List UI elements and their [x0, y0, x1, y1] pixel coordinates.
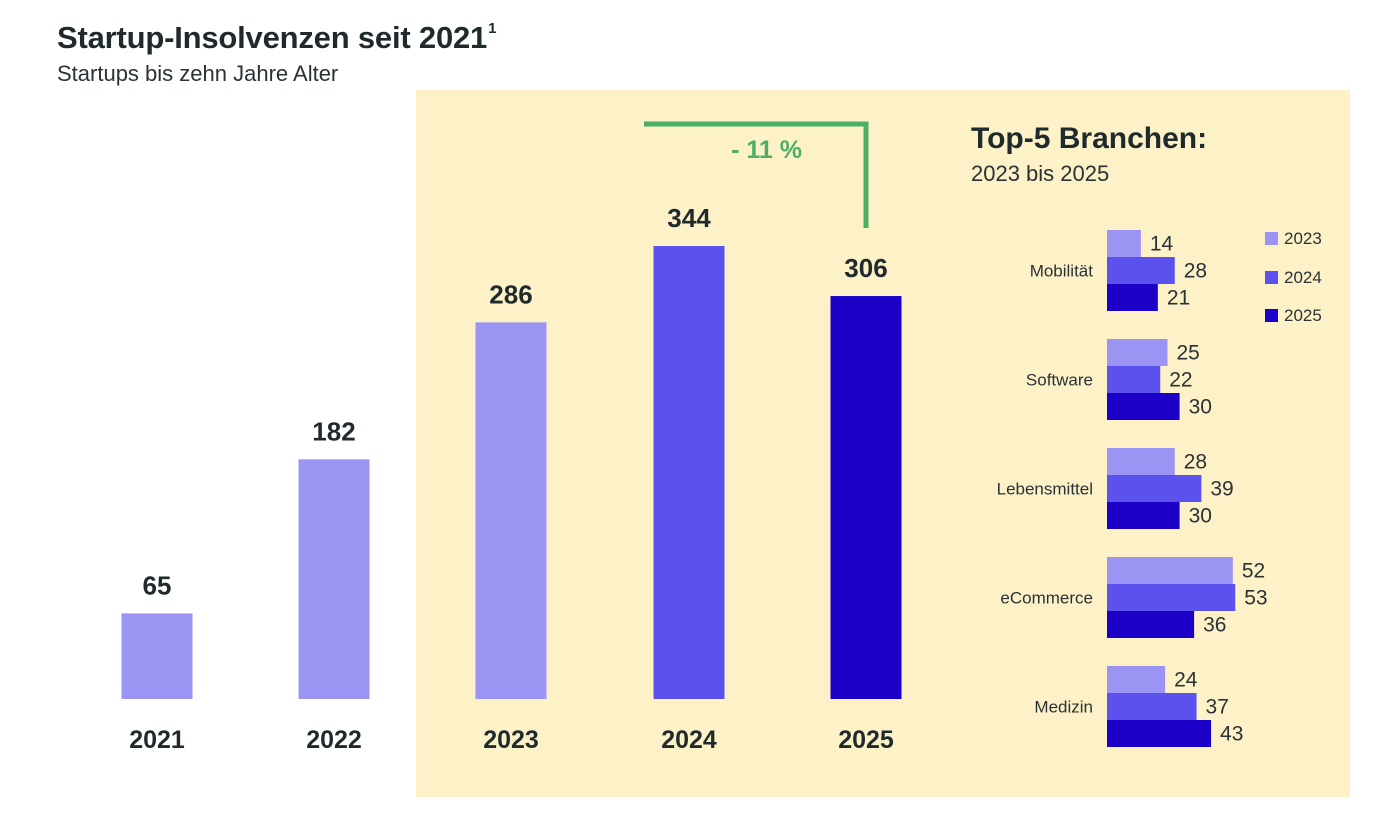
- hbar-software-2023: [1107, 339, 1168, 366]
- bar-2025: [830, 296, 902, 699]
- top5-legend: 2023 2024 2025: [1265, 229, 1322, 325]
- x-tick-2021: 2021: [129, 726, 185, 754]
- bar-value-2022: 182: [312, 416, 355, 446]
- hbar-value-medizin-2024: 37: [1206, 696, 1229, 719]
- title-footnote-marker: 1: [488, 19, 497, 37]
- bar-2021: [121, 613, 193, 699]
- hbar-mobilit-t-2024: [1107, 257, 1175, 284]
- hbar-value-mobilit-t-2025: 21: [1167, 287, 1190, 310]
- legend-swatch-2023: [1265, 232, 1278, 245]
- chart-title-text: Startup-Insolvenzen seit 2021: [57, 20, 488, 55]
- category-label-software: Software: [1026, 371, 1093, 390]
- hbar-value-medizin-2025: 43: [1220, 723, 1243, 746]
- change-annotation: - 11 %: [644, 121, 869, 229]
- hbar-value-software-2023: 25: [1177, 342, 1200, 365]
- hbar-value-mobilit-t-2024: 28: [1184, 260, 1207, 283]
- chart-subtitle: Startups bis zehn Jahre Alter: [57, 61, 339, 86]
- main-bar-chart: 65 2021 182 2022 286 2023 344 2024 306 2025: [121, 203, 902, 754]
- category-label-mobilit-t: Mobilität: [1030, 262, 1094, 281]
- legend-label-2023: 2023: [1284, 229, 1322, 248]
- x-tick-2025: 2025: [838, 726, 894, 754]
- category-label-lebensmittel: Lebensmittel: [997, 480, 1093, 499]
- hbar-ecommerce-2024: [1107, 584, 1236, 611]
- legend-swatch-2025: [1265, 309, 1278, 322]
- bar-value-2024: 344: [667, 203, 711, 233]
- hbar-value-ecommerce-2024: 53: [1244, 587, 1267, 610]
- hbar-value-software-2025: 30: [1189, 396, 1212, 419]
- hbar-mobilit-t-2025: [1107, 284, 1158, 311]
- top5-subtitle: 2023 bis 2025: [971, 161, 1110, 186]
- top5-industry-chart: Mobilität 14 28 21 Software 25 22 30 Lebensmitte…: [997, 230, 1268, 747]
- hbar-medizin-2025: [1107, 720, 1212, 747]
- hbar-value-lebensmittel-2024: 39: [1210, 478, 1233, 501]
- hbar-value-ecommerce-2025: 36: [1203, 614, 1226, 637]
- hbar-value-software-2024: 22: [1169, 369, 1192, 392]
- top5-title: Top-5 Branchen:: [971, 122, 1208, 155]
- bar-value-2023: 286: [489, 279, 532, 309]
- hbar-value-lebensmittel-2025: 30: [1189, 505, 1212, 528]
- hbar-lebensmittel-2024: [1107, 475, 1202, 502]
- x-tick-2024: 2024: [661, 726, 717, 754]
- hbar-value-mobilit-t-2023: 14: [1150, 233, 1174, 256]
- hbar-value-lebensmittel-2023: 28: [1184, 451, 1207, 474]
- x-tick-2022: 2022: [306, 726, 362, 754]
- hbar-software-2025: [1107, 393, 1180, 420]
- hbar-software-2024: [1107, 366, 1161, 393]
- bar-2023: [475, 322, 547, 699]
- bar-2022: [298, 459, 370, 699]
- hbar-lebensmittel-2025: [1107, 502, 1180, 529]
- legend-label-2024: 2024: [1284, 268, 1322, 287]
- category-label-ecommerce: eCommerce: [1000, 589, 1093, 608]
- change-bracket: [644, 121, 869, 229]
- bar-value-2021: 65: [143, 570, 172, 600]
- hbar-lebensmittel-2023: [1107, 448, 1175, 475]
- x-tick-2023: 2023: [483, 726, 539, 754]
- change-label: - 11 %: [731, 136, 802, 164]
- chart-title: Startup-Insolvenzen seit 20211: [57, 20, 496, 56]
- hbar-ecommerce-2025: [1107, 611, 1195, 638]
- hbar-value-medizin-2023: 24: [1174, 669, 1198, 692]
- bar-2024: [653, 246, 725, 699]
- hbar-value-ecommerce-2023: 52: [1242, 560, 1265, 583]
- hbar-medizin-2023: [1107, 666, 1166, 693]
- hbar-medizin-2024: [1107, 693, 1197, 720]
- category-label-medizin: Medizin: [1034, 698, 1093, 717]
- bar-value-2025: 306: [844, 253, 887, 283]
- hbar-ecommerce-2023: [1107, 557, 1233, 584]
- legend-label-2025: 2025: [1284, 306, 1322, 325]
- hbar-mobilit-t-2023: [1107, 230, 1141, 257]
- legend-swatch-2024: [1265, 271, 1278, 284]
